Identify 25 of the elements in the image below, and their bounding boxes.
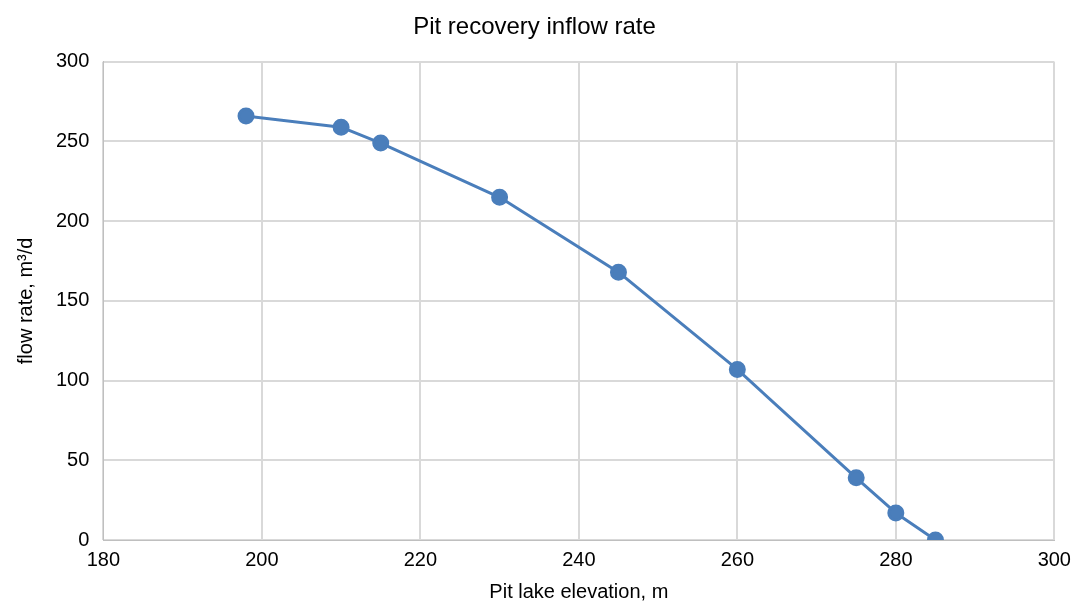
x-tick-label: 260 [720, 547, 755, 570]
x-tick-label: 180 [86, 547, 121, 570]
point [847, 469, 865, 487]
y-tick-label: 150 [55, 288, 90, 311]
point [491, 188, 509, 206]
y-tick-label: 250 [55, 129, 90, 152]
x-tick-label: 280 [879, 547, 913, 570]
point [609, 263, 627, 281]
point [728, 360, 746, 378]
point [372, 134, 390, 152]
x-tick-label: 300 [1037, 547, 1071, 570]
y-tick-label: 200 [55, 208, 90, 231]
point [887, 504, 905, 522]
x-axis-title: Pit lake elevation, m [489, 579, 669, 602]
y-tick-label: 0 [78, 527, 90, 550]
point [237, 107, 255, 125]
y-tick-label: 300 [55, 49, 90, 72]
y-tick-label: 50 [67, 447, 90, 470]
chart-title: Pit recovery inflow rate [413, 12, 656, 40]
x-tick-label: 200 [245, 547, 279, 570]
y-tick-label: 100 [55, 368, 90, 391]
x-tick-label: 220 [403, 547, 438, 570]
x-tick-label: 240 [562, 547, 596, 570]
y-axis-title: flow rate, m³/d [13, 237, 36, 365]
point [332, 118, 350, 136]
